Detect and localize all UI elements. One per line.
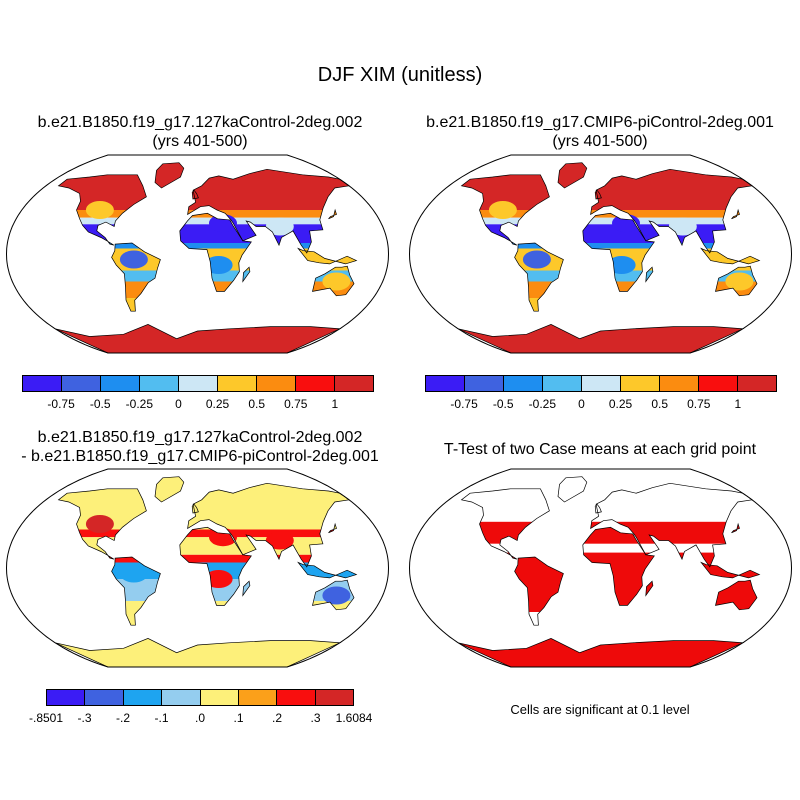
colorbar-label: 0.5 <box>651 397 668 411</box>
colorbar-swatch <box>23 376 62 391</box>
colorbar-label: -0.25 <box>125 397 154 411</box>
panel-2-title: b.e21.B1850.f19_g17.CMIP6-piControl-2deg… <box>426 114 774 150</box>
colorbar-label: 0 <box>175 397 182 411</box>
colorbar-127ka <box>22 375 374 392</box>
figure-title: DJF XIM (unitless) <box>317 64 483 86</box>
colorbar-swatch <box>621 376 660 391</box>
colorbar-piControl <box>425 375 777 392</box>
colorbar-label: -0.75 <box>450 397 478 411</box>
colorbar-label: 0.75 <box>687 397 711 411</box>
colorbar-label: .0 <box>194 711 206 725</box>
colorbar-label: 1 <box>734 397 742 411</box>
colorbar-label: 0.25 <box>608 397 633 411</box>
colorbar-label: 0 <box>578 397 585 411</box>
map-panel-piControl <box>408 154 793 354</box>
colorbar-label: .3 <box>310 711 321 725</box>
colorbar-swatch <box>296 376 335 391</box>
map-panel-ttest <box>408 468 793 668</box>
colorbar-swatch <box>123 690 163 705</box>
colorbar-swatch <box>62 376 101 391</box>
colorbar-piControl-labels: -0.75 -0.5 -0.25 0 0.25 0.5 0.75 1 <box>425 397 777 413</box>
colorbar-swatch <box>504 376 543 391</box>
colorbar-swatch <box>465 376 504 391</box>
colorbar-swatch <box>315 690 353 705</box>
significance-note: Cells are significant at 0.1 level <box>510 702 690 717</box>
colorbar-label: -0.75 <box>47 397 75 411</box>
colorbar-127ka-labels: -0.75 -0.5 -0.25 0 0.25 0.5 0.75 1 <box>22 397 374 413</box>
colorbar-swatch <box>582 376 621 391</box>
colorbar-label: .2 <box>271 711 283 725</box>
colorbar-label: .1 <box>233 711 244 725</box>
colorbar-swatch <box>218 376 257 391</box>
colorbar-swatch <box>85 690 124 705</box>
map-panel-127ka <box>5 154 390 354</box>
colorbar-swatch <box>335 376 373 391</box>
colorbar-label: -0.25 <box>528 397 557 411</box>
colorbar-swatch <box>426 376 465 391</box>
colorbar-label: -.8501 <box>28 711 64 725</box>
colorbar-label: 1 <box>331 397 339 411</box>
colorbar-label: -.1 <box>154 711 169 725</box>
colorbar-label: 1.6084 <box>335 711 373 725</box>
colorbar-swatch <box>699 376 738 391</box>
colorbar-swatch <box>162 690 201 705</box>
colorbar-swatch <box>179 376 218 391</box>
panel-3-title: b.e21.B1850.f19_g17.127kaControl-2deg.00… <box>21 429 379 465</box>
colorbar-swatch <box>101 376 140 391</box>
colorbar-swatch <box>660 376 699 391</box>
colorbar-label: -0.5 <box>492 397 514 411</box>
map-panel-difference <box>5 468 390 668</box>
panel-4-title: T-Test of two Case means at each grid po… <box>443 441 757 458</box>
colorbar-label: -.3 <box>77 711 92 725</box>
colorbar-difference-labels: -.8501 -.3 -.2 -.1 .0 .1 .2 .3 1.6084 <box>29 711 372 727</box>
panel-1-title: b.e21.B1850.f19_g17.127kaControl-2deg.00… <box>37 114 363 150</box>
colorbar-swatch <box>543 376 582 391</box>
colorbar-swatch <box>257 376 296 391</box>
colorbar-swatch <box>738 376 776 391</box>
colorbar-swatch <box>140 376 179 391</box>
colorbar-difference <box>46 689 354 706</box>
colorbar-label: 0.5 <box>248 397 265 411</box>
colorbar-swatch <box>200 690 239 705</box>
colorbar-label: -0.5 <box>89 397 111 411</box>
colorbar-swatch <box>47 690 86 705</box>
colorbar-label: 0.25 <box>205 397 230 411</box>
colorbar-swatch <box>277 690 316 705</box>
colorbar-label: 0.75 <box>284 397 308 411</box>
colorbar-label: -.2 <box>115 711 131 725</box>
colorbar-swatch <box>238 690 278 705</box>
